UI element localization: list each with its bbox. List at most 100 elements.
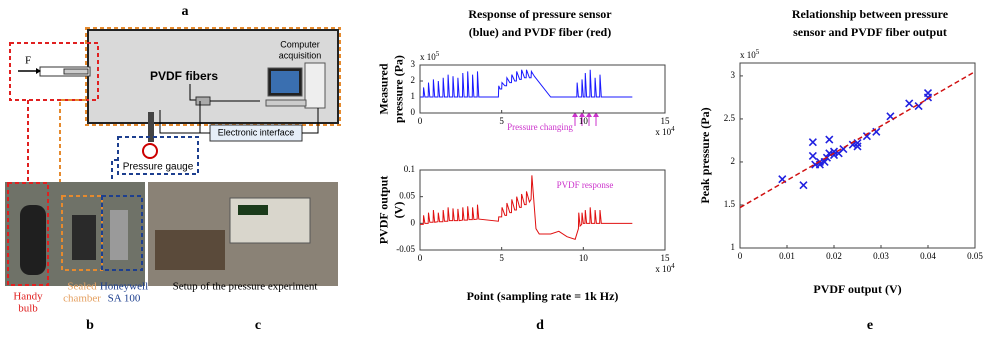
multiplier-base: x 10 [655, 127, 671, 137]
x-tick-label: 0 [738, 251, 743, 261]
scatter-point [825, 149, 834, 158]
bulb-outline [9, 42, 99, 101]
y-axis-label: PVDF output [376, 176, 390, 245]
x-tick-label: 10 [579, 253, 589, 263]
y-tick-label: 0 [411, 217, 416, 227]
gauge-label: Pressure gauge [123, 162, 194, 173]
x-tick-label: 5 [499, 253, 504, 263]
x-tick-label: 0 [418, 253, 423, 263]
chart-title: sensor and PVDF fiber output [793, 25, 947, 39]
y-tick-label: 2 [731, 156, 736, 166]
y-tick-label: 0 [411, 107, 416, 117]
multiplier-base: x 10 [420, 52, 436, 62]
computer-label: acquisition [279, 50, 322, 60]
axis-multiplier: x 104 [655, 262, 675, 274]
photo-label: chamber [63, 293, 101, 305]
photo-display [238, 205, 268, 215]
y-axis-label: Measured [376, 63, 390, 114]
scatter-point [825, 135, 834, 144]
y-tick-label: -0.05 [396, 244, 415, 254]
computer-label: Computer [280, 39, 320, 49]
scatter-point [853, 138, 862, 148]
photo-supply [229, 197, 311, 244]
photo-outline [101, 195, 143, 271]
interface-label: Electronic interface [218, 127, 295, 137]
panel-label: b [86, 318, 94, 333]
arrowhead [36, 68, 41, 74]
x-tick-label: 0.01 [779, 251, 795, 261]
pipe [148, 112, 154, 142]
x-tick-label: 10 [579, 116, 589, 126]
photo-bulb [20, 205, 46, 275]
y-axis-label: pressure (Pa) [391, 55, 405, 123]
photo-label: bulb [18, 303, 38, 315]
plot-frame [419, 169, 666, 251]
x-tick-label: 0.03 [873, 251, 889, 261]
photo-label: Honeywell [100, 281, 148, 293]
scatter-point [848, 140, 857, 149]
wires [159, 101, 319, 134]
scatter-point [862, 132, 871, 141]
x-axis-label: Point (sampling rate = 1k Hz) [467, 289, 619, 303]
plot-frame [419, 64, 666, 114]
multiplier-exponent: 4 [671, 125, 675, 133]
y-tick-label: 2.5 [724, 113, 736, 123]
data-line [420, 175, 633, 240]
scatter-point [923, 93, 933, 102]
panel-label: d [536, 318, 544, 333]
photo-chamber [72, 215, 96, 260]
panel-label: c [255, 318, 261, 333]
annotation: Pressure changing [507, 122, 573, 132]
scatter-point [808, 151, 817, 160]
fibers-label: PVDF fibers [150, 69, 218, 83]
y-axis-label: Peak pressure (Pa) [698, 107, 712, 203]
axis-multiplier: x 105 [420, 50, 440, 62]
plot-frame [739, 62, 976, 249]
x-tick-label: 15 [661, 253, 671, 263]
y-tick-label: 0.05 [399, 191, 415, 201]
data-line [420, 69, 633, 98]
plunger [63, 68, 89, 75]
gauge [142, 143, 158, 159]
multiplier-exponent: 5 [756, 48, 760, 56]
x-tick-label: 15 [661, 116, 671, 126]
panel-label: e [867, 318, 873, 333]
screen [271, 71, 299, 93]
y-tick-label: 0.1 [404, 164, 415, 174]
scatter-point [905, 99, 914, 108]
axis-multiplier: x 105 [740, 48, 760, 60]
axis-multiplier: x 104 [655, 125, 675, 137]
scatter-point [820, 157, 829, 167]
x-tick-label: 0.05 [967, 251, 983, 261]
scatter-point [799, 181, 808, 190]
x-axis-label: PVDF output (V) [813, 282, 901, 296]
x-tick-label: 0.02 [826, 251, 842, 261]
y-tick-label: 1.5 [724, 199, 736, 209]
y-tick-label: 1 [731, 242, 736, 252]
connector [59, 99, 86, 195]
chart-title: (blue) and PVDF fiber (red) [469, 25, 611, 39]
tower [304, 62, 326, 109]
photo-outline [7, 182, 49, 286]
gauge-outline [117, 136, 199, 175]
multiplier-exponent: 4 [671, 262, 675, 270]
x-tick-label: 5 [499, 116, 504, 126]
photo-label: Handy [13, 291, 43, 303]
multiplier-base: x 10 [655, 264, 671, 274]
y-tick-label: 1 [411, 91, 416, 101]
data-line [739, 70, 976, 209]
y-tick-label: 3 [731, 70, 736, 80]
scatter-point [853, 142, 862, 151]
multiplier-base: x 10 [740, 50, 756, 60]
keyboard [265, 99, 307, 107]
photo-label: SA 100 [108, 293, 141, 305]
force-label: F [25, 55, 31, 67]
photo-label: Setup of the pressure experiment [173, 281, 318, 293]
photo-bench [155, 230, 225, 270]
annotation: PVDF response [557, 180, 614, 190]
y-tick-label: 2 [411, 75, 416, 85]
scatter-point [829, 151, 839, 160]
scatter-point [808, 138, 817, 147]
chart-title: Relationship between pressure [792, 7, 949, 21]
